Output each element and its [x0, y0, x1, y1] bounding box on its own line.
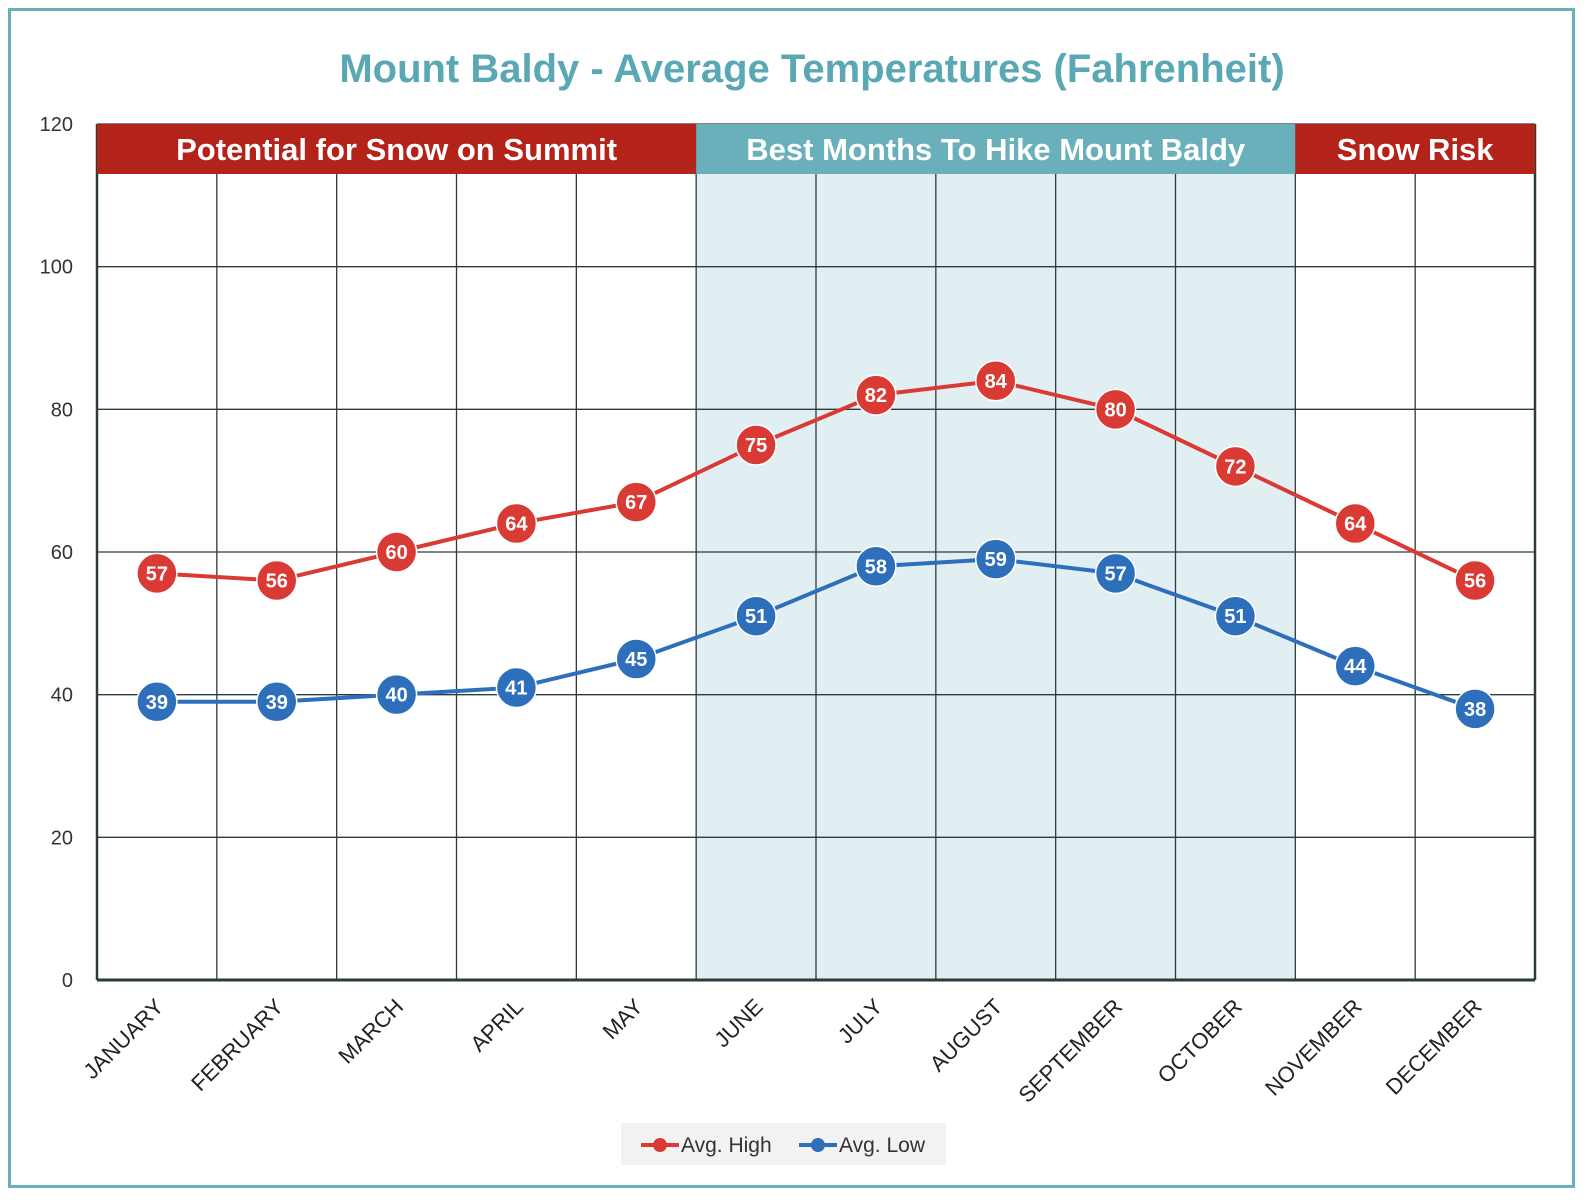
y-tick-label: 20 — [51, 827, 73, 849]
data-point — [735, 595, 777, 637]
data-point — [136, 552, 178, 595]
chart-title: Mount Baldy - Average Temperatures (Fahr… — [339, 47, 1284, 91]
band-label-2: Snow Risk — [1337, 132, 1495, 167]
x-tick-label: JANUARY — [78, 994, 168, 1084]
data-label: 58 — [865, 556, 887, 578]
data-label: 64 — [1344, 513, 1367, 535]
data-point — [136, 681, 178, 723]
band-label-1: Best Months To Hike Mount Baldy — [746, 132, 1246, 167]
data-point — [615, 481, 657, 523]
x-tick-label: OCTOBER — [1153, 994, 1247, 1088]
series-layer: 57 56 60 64 67 75 82 84 80 72 64 56 39 39 40 41 45 51 58 59… — [136, 360, 1496, 730]
y-tick-label: 80 — [51, 399, 73, 421]
x-tick-label: MAY — [598, 994, 648, 1044]
data-label: 51 — [1224, 606, 1246, 628]
data-point — [1454, 688, 1496, 730]
data-label: 75 — [745, 435, 767, 457]
data-point — [1214, 445, 1257, 488]
y-tick-label: 0 — [62, 970, 73, 992]
data-point — [375, 531, 418, 573]
data-point — [855, 545, 897, 588]
x-tick-label: FEBRUARY — [186, 994, 288, 1096]
data-label: 84 — [985, 371, 1008, 393]
data-label: 80 — [1104, 399, 1126, 421]
data-label: 67 — [625, 492, 647, 514]
data-label: 82 — [865, 385, 887, 407]
data-point — [1214, 595, 1257, 637]
band-label-0: Potential for Snow on Summit — [176, 132, 617, 167]
data-point — [1334, 502, 1376, 545]
legend-label-1: Avg. Low — [839, 1134, 926, 1157]
data-label: 56 — [266, 571, 288, 593]
data-point — [1334, 645, 1376, 687]
x-tick-label: MARCH — [333, 994, 408, 1069]
x-tick-label: DECEMBER — [1381, 994, 1487, 1100]
y-tick-label: 100 — [40, 257, 73, 279]
data-point — [975, 360, 1017, 402]
data-point — [256, 681, 298, 723]
data-point — [1454, 559, 1496, 602]
y-tick-label: 60 — [51, 542, 73, 564]
data-point — [855, 374, 897, 416]
grid-layer — [95, 123, 1537, 982]
band-header-1 — [696, 124, 1296, 174]
data-point — [495, 666, 538, 709]
data-label: 40 — [385, 685, 407, 707]
legend-marker-1 — [811, 1138, 825, 1152]
data-point — [1094, 388, 1137, 431]
data-label: 59 — [985, 549, 1007, 571]
data-point — [615, 638, 657, 680]
data-label: 51 — [745, 606, 767, 628]
y-tick-label: 40 — [51, 685, 73, 707]
x-tick-label: NOVEMBER — [1260, 994, 1367, 1101]
data-point — [375, 673, 418, 716]
data-label: 39 — [266, 692, 288, 714]
data-label: 44 — [1344, 656, 1367, 678]
data-point — [1094, 552, 1137, 595]
y-tick-label: 120 — [40, 114, 73, 136]
x-tick-label: AUGUST — [925, 994, 1008, 1077]
x-tick-label: APRIL — [465, 994, 528, 1057]
data-point — [975, 538, 1017, 580]
data-label: 38 — [1464, 699, 1486, 721]
x-tick-label: JULY — [833, 994, 888, 1049]
x-tick-label: SEPTEMBER — [1013, 994, 1127, 1108]
data-label: 39 — [146, 692, 168, 714]
data-label: 64 — [505, 513, 528, 535]
data-label: 60 — [385, 542, 407, 564]
data-point — [735, 424, 777, 466]
data-label: 57 — [146, 563, 168, 585]
header-bands: Potential for Snow on Summit Best Months … — [97, 124, 1535, 174]
data-label: 41 — [505, 678, 527, 700]
legend-label-0: Avg. High — [681, 1134, 772, 1157]
legend: Avg. High Avg. Low — [621, 1123, 946, 1165]
band-header-2 — [1295, 124, 1535, 174]
legend-marker-0 — [653, 1138, 667, 1152]
data-label: 72 — [1224, 456, 1246, 478]
band-header-0 — [97, 124, 697, 174]
data-label: 57 — [1104, 563, 1126, 585]
x-tick-label: JUNE — [709, 994, 767, 1052]
data-label: 56 — [1464, 571, 1486, 593]
data-point — [256, 559, 298, 602]
data-label: 45 — [625, 649, 647, 671]
data-point — [495, 502, 538, 545]
